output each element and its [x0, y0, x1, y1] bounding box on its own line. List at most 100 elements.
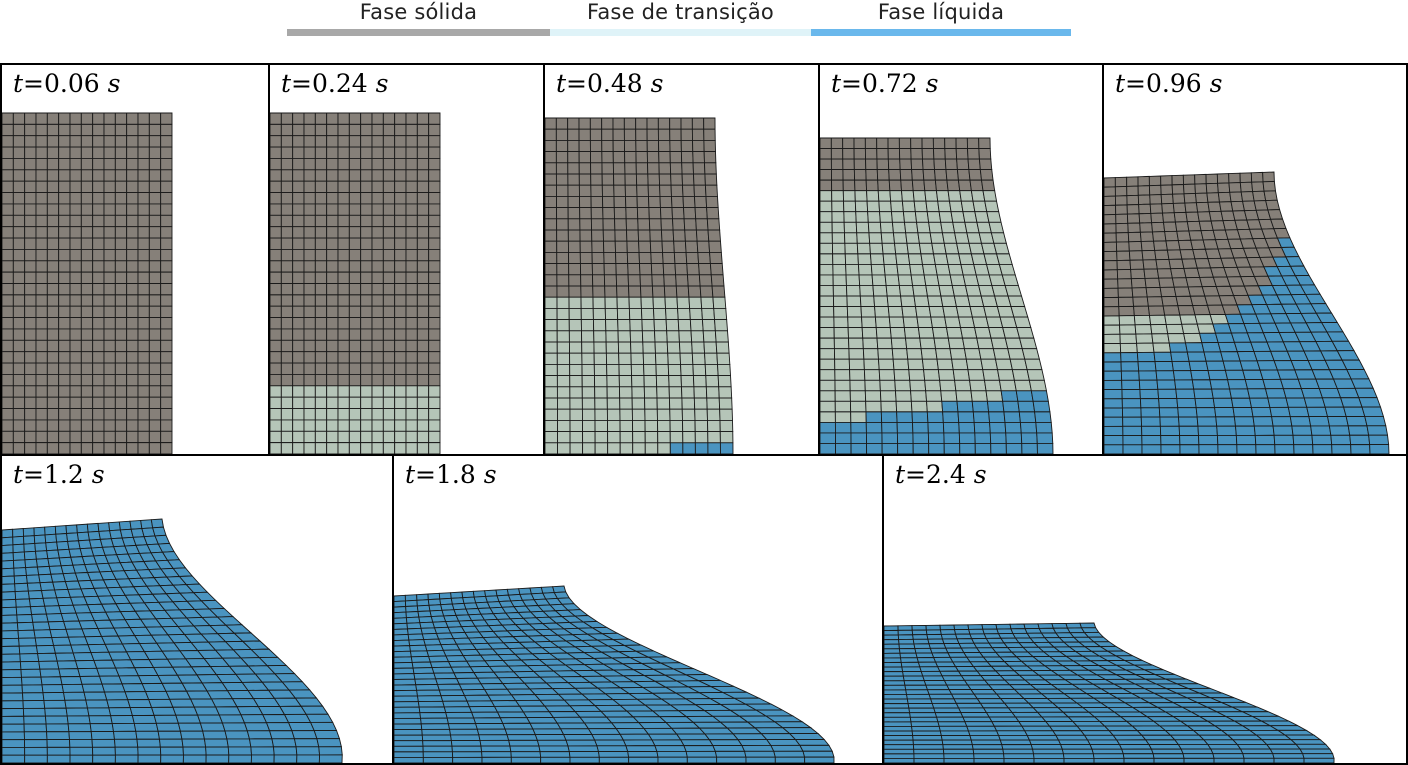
mesh-cell [1228, 172, 1241, 184]
mesh-cell [973, 753, 1005, 759]
legend-label-transition: Fase de transição [587, 0, 774, 24]
mesh-cell [669, 117, 682, 130]
mesh-cell [912, 739, 944, 746]
mesh-cell [912, 735, 943, 741]
mesh-cell [382, 248, 396, 262]
mesh-cell [1253, 425, 1275, 436]
mesh-cell [103, 123, 116, 137]
mesh-cell [568, 274, 582, 287]
mesh-cell [881, 432, 899, 444]
mesh-cell [1019, 421, 1038, 434]
mesh-cell [80, 351, 94, 364]
mesh-cell [1024, 358, 1043, 371]
mesh-cell [690, 330, 705, 343]
mesh-cell [969, 379, 987, 392]
mesh-cell [899, 652, 918, 659]
mesh-cell [1001, 274, 1019, 286]
mesh-cell [920, 670, 943, 677]
mesh-cell [655, 352, 669, 365]
mesh-cell [92, 283, 105, 296]
mesh-cell [1158, 407, 1179, 418]
mesh-cell [428, 123, 441, 137]
mesh-cell [394, 271, 407, 284]
mesh-cell [553, 591, 570, 599]
mesh-cell [951, 358, 969, 371]
mesh-cell [129, 706, 155, 716]
mesh-cell [1172, 370, 1193, 381]
mesh-cell [137, 214, 150, 228]
mesh-cell [504, 728, 537, 736]
mesh-cell [1168, 258, 1185, 270]
mesh-cell [35, 214, 48, 228]
mesh-cell [35, 237, 48, 250]
mesh-cell [326, 442, 339, 454]
mesh-cell [126, 226, 139, 239]
mesh-cell [250, 746, 275, 756]
mesh-cell [62, 691, 87, 701]
mesh-cell [80, 373, 94, 387]
mesh-cell [1205, 360, 1226, 371]
mesh-cell [148, 226, 162, 239]
mesh-cell [337, 442, 350, 454]
mesh-cell [820, 211, 833, 223]
mesh-cell [1285, 397, 1308, 408]
mesh-cell [1306, 406, 1329, 418]
mesh-cell [930, 698, 958, 704]
mesh-cell [968, 628, 985, 635]
mesh-cell [843, 200, 857, 213]
mesh-cell [371, 283, 384, 296]
mesh-cell [314, 260, 328, 273]
mesh-cell [897, 634, 914, 640]
mesh-cell [545, 218, 558, 231]
mesh-cell [849, 369, 866, 381]
mesh-cell [36, 565, 52, 576]
mesh-cell [834, 379, 851, 392]
mesh-cell [879, 390, 897, 402]
mesh-cell [615, 251, 629, 265]
mesh-cell [590, 218, 604, 231]
mesh-cell [428, 158, 441, 171]
mesh-cell [643, 386, 658, 399]
mesh-cell [855, 211, 869, 223]
mesh-cell [848, 348, 865, 360]
mesh-cell [43, 699, 67, 709]
mesh-cell [997, 734, 1031, 741]
mesh-cell [46, 408, 60, 421]
mesh-cell [1345, 415, 1368, 427]
mesh-cell [429, 609, 445, 617]
mesh-cell [832, 274, 847, 286]
mesh-cell [337, 339, 350, 353]
mesh-cell [896, 432, 914, 444]
mesh-cell [854, 190, 868, 202]
mesh-cell [719, 431, 734, 444]
mesh-cell [371, 158, 384, 171]
mesh-cell [878, 369, 896, 381]
mesh-cell [957, 707, 988, 714]
mesh-cell [912, 285, 928, 297]
mesh-cell [680, 117, 693, 130]
mesh-cell [394, 650, 412, 658]
mesh-cell [638, 240, 652, 253]
mesh-cell [624, 151, 637, 164]
mesh-cell [591, 240, 605, 253]
mesh-cell [704, 733, 740, 741]
mesh-cell [887, 148, 901, 160]
mesh-cell [179, 730, 206, 740]
mesh-cell [436, 683, 463, 691]
mesh-cell [583, 722, 618, 730]
mesh-cell [988, 221, 1005, 234]
mesh-cell [416, 408, 430, 421]
mesh-cell [270, 214, 282, 228]
mesh-cell [788, 733, 826, 740]
mesh-cell [337, 237, 350, 250]
mesh-cell [35, 305, 48, 319]
time-label: t=0.06 s [13, 69, 121, 98]
mesh-cell [545, 352, 558, 365]
mesh-cell [103, 214, 116, 228]
mesh-cell [1196, 416, 1218, 427]
mesh-cell [702, 330, 717, 343]
mesh-cell [1249, 397, 1271, 408]
mesh-cell [12, 294, 26, 307]
mesh-cell [545, 307, 558, 321]
mesh-cell [314, 283, 328, 296]
